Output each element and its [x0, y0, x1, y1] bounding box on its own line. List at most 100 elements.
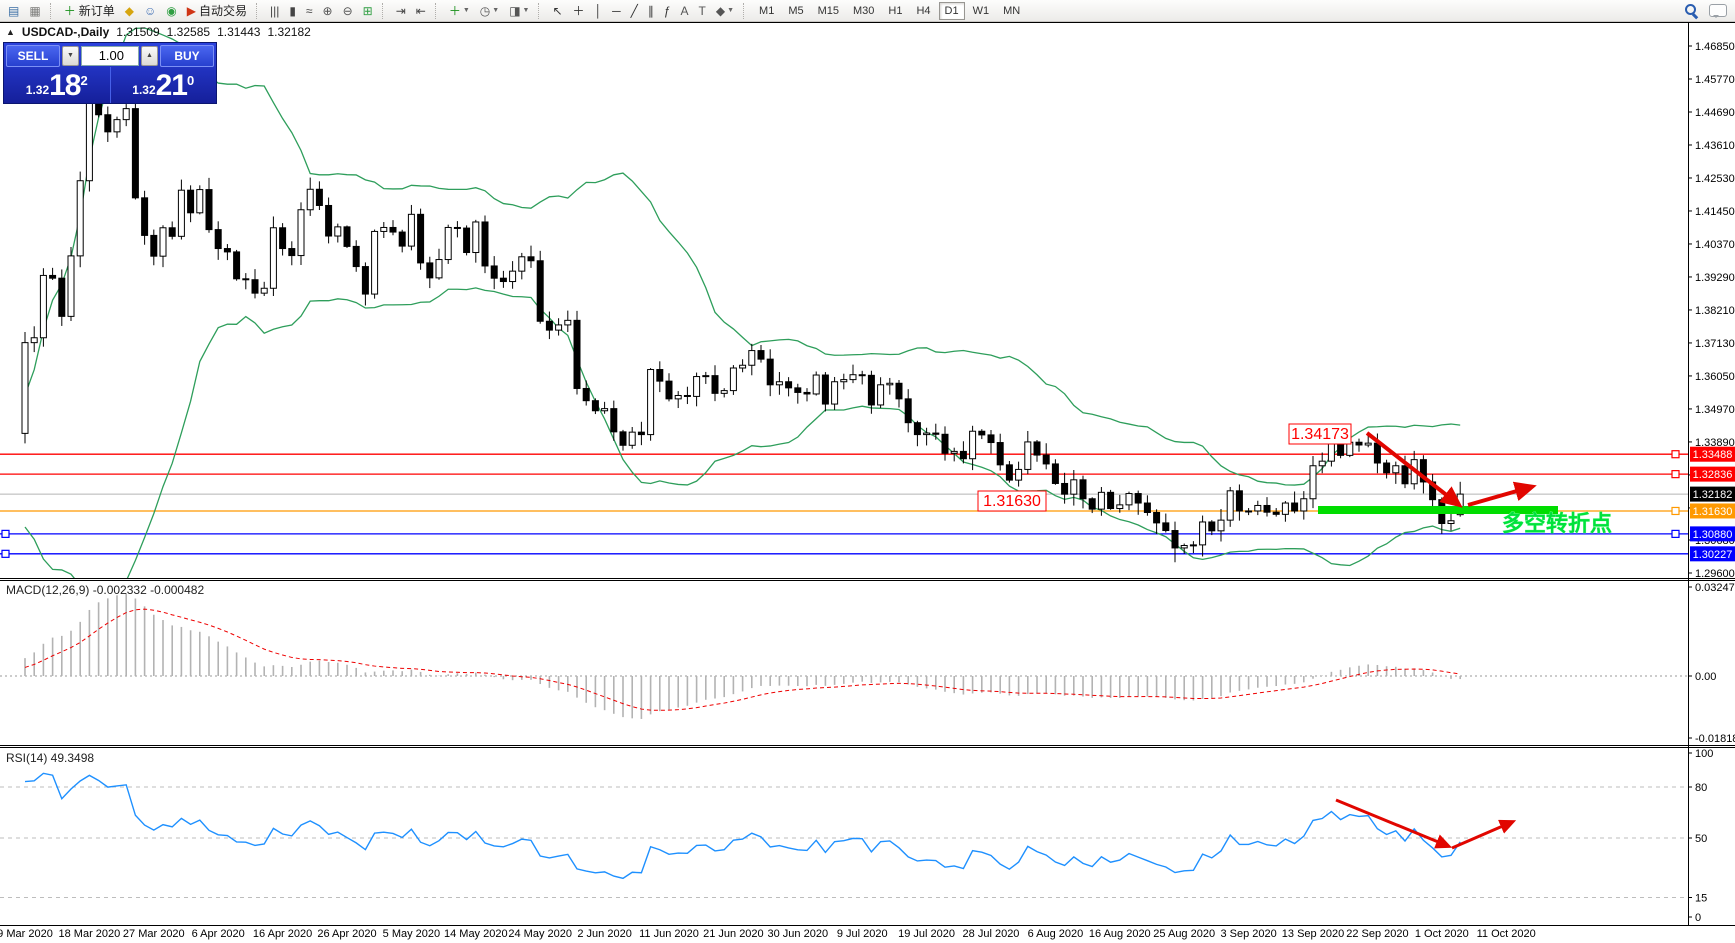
- sell-button[interactable]: SELL: [6, 45, 60, 67]
- line-handle[interactable]: [1671, 470, 1680, 479]
- candle-body: [831, 381, 839, 405]
- price-pane: 1.34173 1.31630 多空转折点: [0, 27, 1688, 578]
- zoom-in-icon: ⊕: [322, 3, 333, 18]
- candle-body: [591, 400, 599, 412]
- strategy-tester-icon[interactable]: ▦: [25, 1, 44, 21]
- ohlc-high: 1.32585: [166, 25, 211, 39]
- zoom-in-icon[interactable]: ⊕: [319, 1, 337, 21]
- panel-collapse-arrow[interactable]: ▲: [6, 27, 15, 37]
- buy-button[interactable]: BUY: [160, 45, 214, 67]
- rsi-axis-label: 0: [1695, 912, 1701, 924]
- candlestick-chart-icon[interactable]: ▮: [285, 1, 300, 21]
- axis-label-support-1: 1.31630: [1690, 503, 1735, 519]
- buy-price[interactable]: 1.32 21 0: [111, 67, 217, 103]
- timeframe-h1-button[interactable]: H1: [888, 4, 903, 17]
- candle-body: [1327, 442, 1335, 462]
- tile-windows-icon[interactable]: ⊞: [359, 1, 377, 21]
- candlestick-series: [21, 50, 1464, 563]
- candle-body: [398, 231, 406, 247]
- peak-price-label[interactable]: 1.34173: [1288, 423, 1352, 445]
- candle-body: [49, 274, 57, 279]
- volume-increase-button[interactable]: ▲: [141, 46, 158, 66]
- text-label-icon[interactable]: T: [695, 1, 710, 21]
- fibonacci-icon[interactable]: ƒ: [660, 1, 675, 21]
- candle-body: [895, 382, 903, 400]
- indicators-icon[interactable]: ＋ ▼: [445, 1, 474, 21]
- line-handle[interactable]: [1671, 506, 1680, 516]
- arrows-icon[interactable]: ◆ ▼: [712, 1, 738, 21]
- date-tick-label: 11 Jun 2020: [639, 928, 699, 940]
- volume-decrease-button[interactable]: ▼: [62, 46, 79, 66]
- toolbar-separator: [434, 2, 440, 19]
- axis-label-resistance-2: 1.32836: [1690, 466, 1735, 482]
- chart-shift-icon[interactable]: ⇤: [412, 1, 430, 21]
- cursor-icon: ↖: [552, 3, 563, 18]
- horizontal-line-icon[interactable]: ─: [608, 1, 625, 21]
- line-handle[interactable]: [1671, 529, 1680, 538]
- sell-price[interactable]: 1.32 18 2: [4, 67, 111, 103]
- candle-body: [665, 380, 673, 400]
- candle-body: [1189, 544, 1197, 547]
- timeframe-w1-button[interactable]: W1: [972, 4, 990, 17]
- date-tick-label: 30 Jun 2020: [768, 928, 829, 940]
- trend-arrow-rsi-1[interactable]: [1335, 798, 1453, 849]
- crosshair-icon[interactable]: ＋: [569, 1, 589, 21]
- candle-body: [1254, 504, 1262, 512]
- trendline-icon[interactable]: ╱: [627, 1, 642, 21]
- community-icon[interactable]: ☺: [140, 1, 160, 21]
- search-icon[interactable]: [1680, 1, 1703, 21]
- new-order-button[interactable]: ＋新订单: [60, 1, 119, 21]
- vertical-line-icon[interactable]: │: [591, 1, 607, 21]
- candle-body: [1162, 522, 1170, 532]
- market-watch-icon: ▤: [8, 3, 20, 18]
- line-handle[interactable]: [1671, 450, 1680, 459]
- timeframe-m15-button[interactable]: M15: [817, 4, 839, 17]
- auto-scroll-icon[interactable]: ⇥: [392, 1, 410, 21]
- metaeditor-icon[interactable]: ◆: [121, 1, 138, 21]
- timeframe-m30-button[interactable]: M30: [853, 4, 875, 17]
- candle-body: [1291, 502, 1299, 512]
- timeframe-h4-button[interactable]: H4: [916, 4, 931, 17]
- candle-body: [150, 234, 158, 257]
- turning-point-annotation[interactable]: 多空转折点: [1502, 511, 1613, 537]
- trend-arrow-price-1[interactable]: [1365, 431, 1463, 508]
- cursor-icon[interactable]: ↖: [548, 1, 566, 21]
- templates-icon: ◨: [509, 3, 521, 18]
- signals-icon[interactable]: ◉: [162, 1, 180, 21]
- community-icon: ☺: [143, 3, 157, 18]
- volume-input[interactable]: 1.00: [81, 46, 139, 66]
- periods-icon[interactable]: ◷ ▼: [476, 1, 503, 21]
- green-zone-rectangle[interactable]: [1318, 506, 1558, 514]
- timeframe-d1-button[interactable]: D1: [938, 1, 965, 20]
- timeframe-mn-button[interactable]: MN: [1003, 4, 1021, 17]
- chat-icon[interactable]: [1705, 1, 1731, 21]
- zoom-out-icon[interactable]: ⊖: [339, 1, 357, 21]
- timeframe-m5-button[interactable]: M5: [788, 4, 804, 17]
- candle-body: [131, 108, 139, 199]
- line-chart-icon[interactable]: ≈: [302, 1, 317, 21]
- templates-icon[interactable]: ◨ ▼: [505, 1, 533, 21]
- toolbar-separator: [255, 2, 261, 19]
- candle-body: [794, 387, 802, 393]
- candle-body: [1107, 491, 1115, 510]
- candle-body: [481, 221, 489, 267]
- timeframe-m1-button[interactable]: M1: [759, 4, 775, 17]
- trend-arrow-rsi-2[interactable]: [1451, 819, 1517, 850]
- autotrading-button[interactable]: ▶ 自动交易: [183, 1, 251, 21]
- price-tick-label: 1.33890: [1695, 437, 1735, 449]
- candle-body: [536, 260, 544, 322]
- equidistant-channel-icon[interactable]: ∥: [644, 1, 658, 21]
- candle-body: [1447, 520, 1455, 524]
- trend-arrow-price-2[interactable]: [1467, 481, 1537, 507]
- market-watch-icon[interactable]: ▤: [4, 1, 23, 21]
- line-handle[interactable]: [1, 529, 10, 538]
- candle-body: [242, 278, 250, 281]
- macd-indicator-label: MACD(12,26,9) -0.002332 -0.000482: [6, 583, 204, 597]
- price-tick-label: 1.45770: [1695, 74, 1735, 86]
- fibonacci-icon: ƒ: [663, 3, 671, 18]
- support-price-label[interactable]: 1.31630: [977, 490, 1047, 512]
- text-icon[interactable]: A: [677, 1, 693, 21]
- line-handle[interactable]: [1, 549, 10, 558]
- candle-body: [30, 337, 38, 344]
- bar-chart-icon[interactable]: |||: [266, 1, 283, 21]
